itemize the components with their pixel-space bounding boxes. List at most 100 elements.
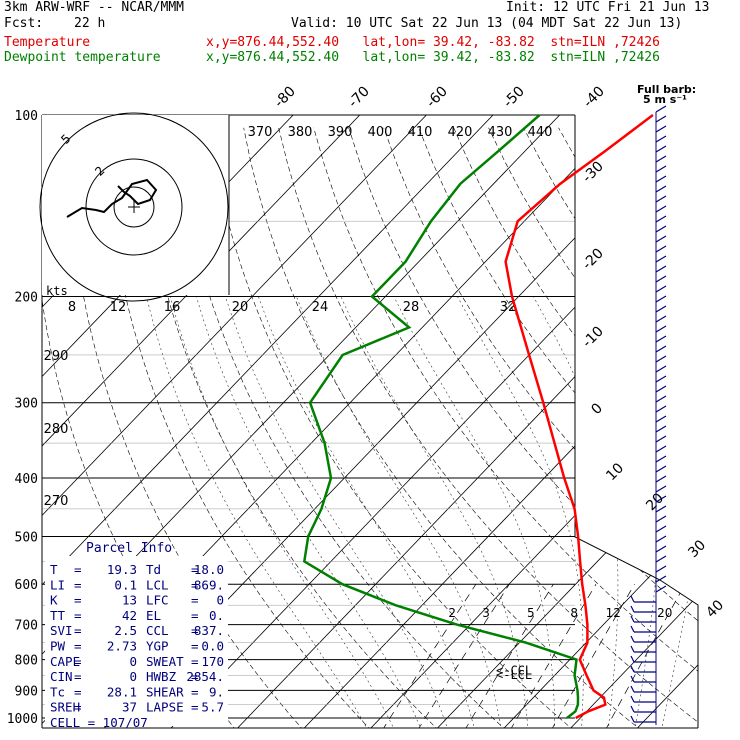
hodograph-speed-label-24: 24 [312,300,329,315]
wind-barb [655,265,667,273]
dry-adiabat [663,127,698,728]
hodograph-unit: kts [46,284,68,298]
isotherm-label: -30 [579,158,606,185]
forecast-hours: 22 h [74,16,106,31]
parcel-key: LFC [146,593,169,608]
parcel-key: CCL [146,623,169,638]
dry-adiabat [103,127,372,728]
dry-adiabat [243,127,642,728]
dry-adiabat [593,127,698,728]
isotherm [234,115,698,728]
wind-barb [655,485,667,493]
moist-adiabat [393,296,556,728]
wind-barb [655,435,667,443]
parcel-eq: = [191,654,199,669]
isotherm [301,115,698,728]
moist-adiabat [170,296,396,728]
wind-barb [655,365,667,373]
parcel-value: 13 [122,593,137,608]
wind-barb [655,495,667,503]
parcel-eq: = [191,608,199,623]
isotherm-label: 40 [703,597,727,621]
pressure-label-500: 500 [15,530,38,545]
wind-barb [655,295,667,303]
wind-barb [630,695,635,703]
theta-label-420: 420 [448,125,473,140]
parcel-value: 19.3 [107,562,137,577]
isotherm [42,115,454,728]
wind-barbs: Full barb:5 m s⁻¹ [630,83,696,725]
dry-adiabat [453,127,698,728]
wind-barb [630,665,635,673]
isotherm-label: -40 [580,83,607,110]
dry-adiabat [488,127,698,728]
dry-adiabat [208,127,575,728]
moist-adiabat [661,296,698,728]
parcel-key: CIN [50,669,73,684]
wind-barb [655,405,667,413]
dry-adiabat [173,127,507,728]
moist-adiabat [225,296,449,728]
isotherm-label: -10 [579,323,606,350]
mixing-ratio-label-2: 2 [448,606,456,620]
hodograph-speed-label-20: 20 [232,300,249,315]
parcel-eq: = [191,623,199,638]
wind-barb [630,685,635,693]
wind-barb [655,175,667,183]
isotherm [42,115,387,728]
parcel-eq: = [74,608,82,623]
dry-adiabat [418,127,698,728]
hodograph-speed-label-12: 12 [110,300,127,315]
init-time: Init: 12 UTC Fri 21 Jun 13 [506,0,710,15]
parcel-key: EL [146,608,161,623]
isotherm-label: -60 [423,83,450,110]
isotherm [701,87,740,730]
parcel-eq: = [74,669,82,684]
wind-barb [655,475,667,483]
parcel-value: 0 [129,669,137,684]
wind-barb [655,315,667,323]
wind-barb [655,345,667,353]
wind-barb [655,555,667,563]
wind-barb [655,525,667,533]
parcel-info-title: Parcel Info [86,541,172,556]
dry-adiabat [278,127,698,728]
wind-barb [655,355,667,363]
wind-barb [655,445,667,453]
dry-adiabat [628,127,698,728]
parcel-value: 2854. [186,669,224,684]
hodograph-ring [85,158,183,256]
pressure-label-700: 700 [15,619,38,634]
wind-barb [655,215,667,223]
pressure-label-900: 900 [15,684,38,699]
moist-adiabat [457,296,584,728]
dewpoint-legend: Dewpoint temperature [4,50,161,65]
theta-label-430: 430 [488,125,513,140]
isotherm-label: 30 [685,537,709,561]
wind-barb [655,105,667,113]
theta-low-label-270: 270 [44,494,69,509]
pressure-label-200: 200 [15,291,38,306]
wind-barb [630,655,635,663]
wind-barb [655,135,667,143]
parcel-key: T [50,562,58,577]
theta-label-390: 390 [328,125,353,140]
moist-adiabat [258,296,476,728]
wind-barb [655,425,667,433]
wind-barb [630,705,635,713]
parcel-value: 0 [216,593,224,608]
hodograph-speed-label-28: 28 [403,300,420,315]
parcel-eq: = [74,654,82,669]
parcel-value: 869. [194,577,224,592]
parcel-value: 0.0 [201,639,224,654]
wind-barb [655,335,667,343]
wind-barb [655,515,667,523]
wind-barb [655,155,667,163]
isotherm-label: 0 [588,400,606,418]
theta-label-380: 380 [288,125,313,140]
dry-adiabat [558,127,698,728]
parcel-key: LCL [146,577,169,592]
wind-barb [630,595,635,603]
parcel-value: 42 [122,608,137,623]
